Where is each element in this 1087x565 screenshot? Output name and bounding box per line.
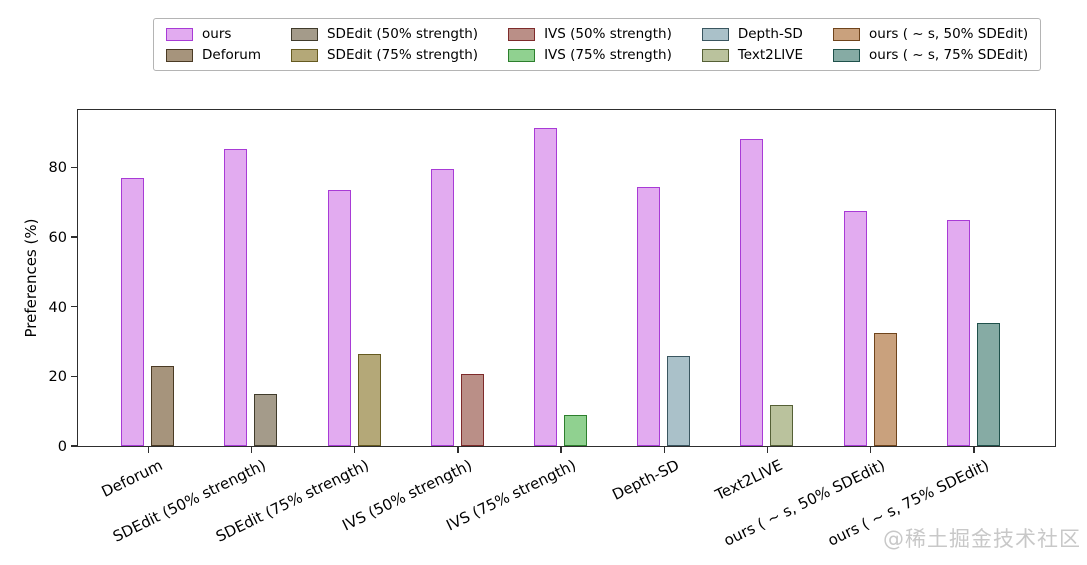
y-tick-label: 20 [48,369,67,386]
bar-ours [224,149,248,446]
y-axis-label: Preferences (%) [22,218,40,338]
y-tick-label: 40 [48,299,67,316]
legend-swatch-icon [833,48,861,62]
bar-ours [740,138,764,446]
legend-label: Depth-SD [737,26,803,42]
y-tick-label: 80 [48,160,67,177]
x-tick-mark [250,447,253,453]
legend-item: ours ( ~ s, 75% SDEdit) [833,47,1028,63]
x-tick-mark [663,447,665,453]
legend-item: ours [166,26,261,42]
bar-ours [430,169,454,446]
bar-ours [637,187,661,446]
bar-method [460,374,484,446]
y-tick-mark [71,375,77,377]
legend-label: Text2LIVE [737,47,804,63]
legend-label: ours ( ~ s, 50% SDEdit) [869,26,1029,42]
bar-group: SDEdit (50% strength) [110,110,302,546]
bar-method [667,356,691,446]
x-tick-label: Depth-SD [608,456,682,504]
legend-swatch-icon [290,48,318,62]
legend-swatch-icon [166,48,193,62]
y-tick-label: 60 [48,230,67,247]
bar-group: Text2LIVE [712,110,818,504]
x-tick-label: Deforum [98,456,166,501]
legend-label: ours [202,26,232,42]
x-tick-mark [973,447,975,453]
legend-swatch-icon [701,27,729,41]
bar-ours [121,177,145,446]
bar-group: IVS (75% strength) [443,110,612,534]
x-tick-mark [354,447,356,453]
bar-method [770,404,794,446]
legend-column: ours ( ~ s, 50% SDEdit) ours ( ~ s, 75% S… [833,26,1028,63]
bar-group: SDEdit (75% strength) [213,110,405,546]
legend-column: Depth-SD Text2LIVE [701,26,804,63]
bar-method [254,394,278,446]
bar-method [976,323,1000,446]
legend-label: IVS (50% strength) [544,26,672,42]
bar-group: IVS (50% strength) [340,110,509,534]
bar-ours [946,220,970,446]
y-tick-mark [71,305,77,308]
bar-ours [533,128,557,446]
legend-swatch-icon [508,27,536,41]
y-tick-mark [71,445,77,447]
x-tick-mark [147,447,149,453]
bar-group: Depth-SD [609,110,715,504]
legend-item: IVS (75% strength) [508,47,672,63]
legend-item: ours ( ~ s, 50% SDEdit) [833,26,1028,42]
x-tick-mark [766,447,769,453]
bar-method [873,333,897,446]
x-tick-mark [870,447,872,453]
legend-label: SDEdit (75% strength) [326,47,479,63]
bar-method [563,415,587,446]
bar-method [151,365,175,446]
legend-label: Deforum [202,47,261,63]
bar-group: ours ( ~ s, 50% SDEdit) [721,110,922,550]
y-tick-mark [71,166,77,168]
legend-swatch-icon [290,27,318,41]
bar-groups: Deforum SDEdit (50% strength) SDEdit (75% … [78,110,1055,550]
x-tick-mark [560,447,562,453]
legend: ours Deforum SDEdit (50% strength) SDEdit (… [153,18,1042,71]
legend-column: IVS (50% strength) IVS (75% strength) [508,26,672,63]
legend-label: ours ( ~ s, 75% SDEdit) [869,47,1029,63]
y-tick-mark [71,236,77,238]
legend-item: SDEdit (75% strength) [290,47,479,63]
legend-label: SDEdit (50% strength) [326,26,479,42]
legend-item: Depth-SD [701,26,803,42]
bar-method [357,353,381,446]
bar-group: Deforum [96,110,199,501]
legend-item: SDEdit (50% strength) [290,26,479,42]
bar-ours [843,210,867,446]
legend-label: IVS (75% strength) [544,47,672,63]
legend-swatch-icon [508,48,536,62]
watermark: @稀土掘金技术社区 [883,527,1081,551]
plot-area: 0 20 40 60 80 Deforum SDEdit (50% strength) SD… [49,109,1056,550]
legend-column: ours Deforum [166,26,261,63]
legend-swatch-icon [166,27,193,41]
legend-column: SDEdit (50% strength) SDEdit (75% strengt… [290,26,479,63]
x-tick-mark [457,447,459,453]
legend-item: IVS (50% strength) [508,26,672,42]
legend-swatch-icon [701,48,729,62]
bar-ours [327,190,351,446]
legend-item: Deforum [166,47,261,63]
x-tick-label: Text2LIVE [711,456,785,504]
bar-group: ours ( ~ s, 75% SDEdit) [824,110,1025,550]
y-tick-label: 0 [57,439,67,455]
legend-item: Text2LIVE [701,47,804,63]
legend-swatch-icon [833,27,861,41]
